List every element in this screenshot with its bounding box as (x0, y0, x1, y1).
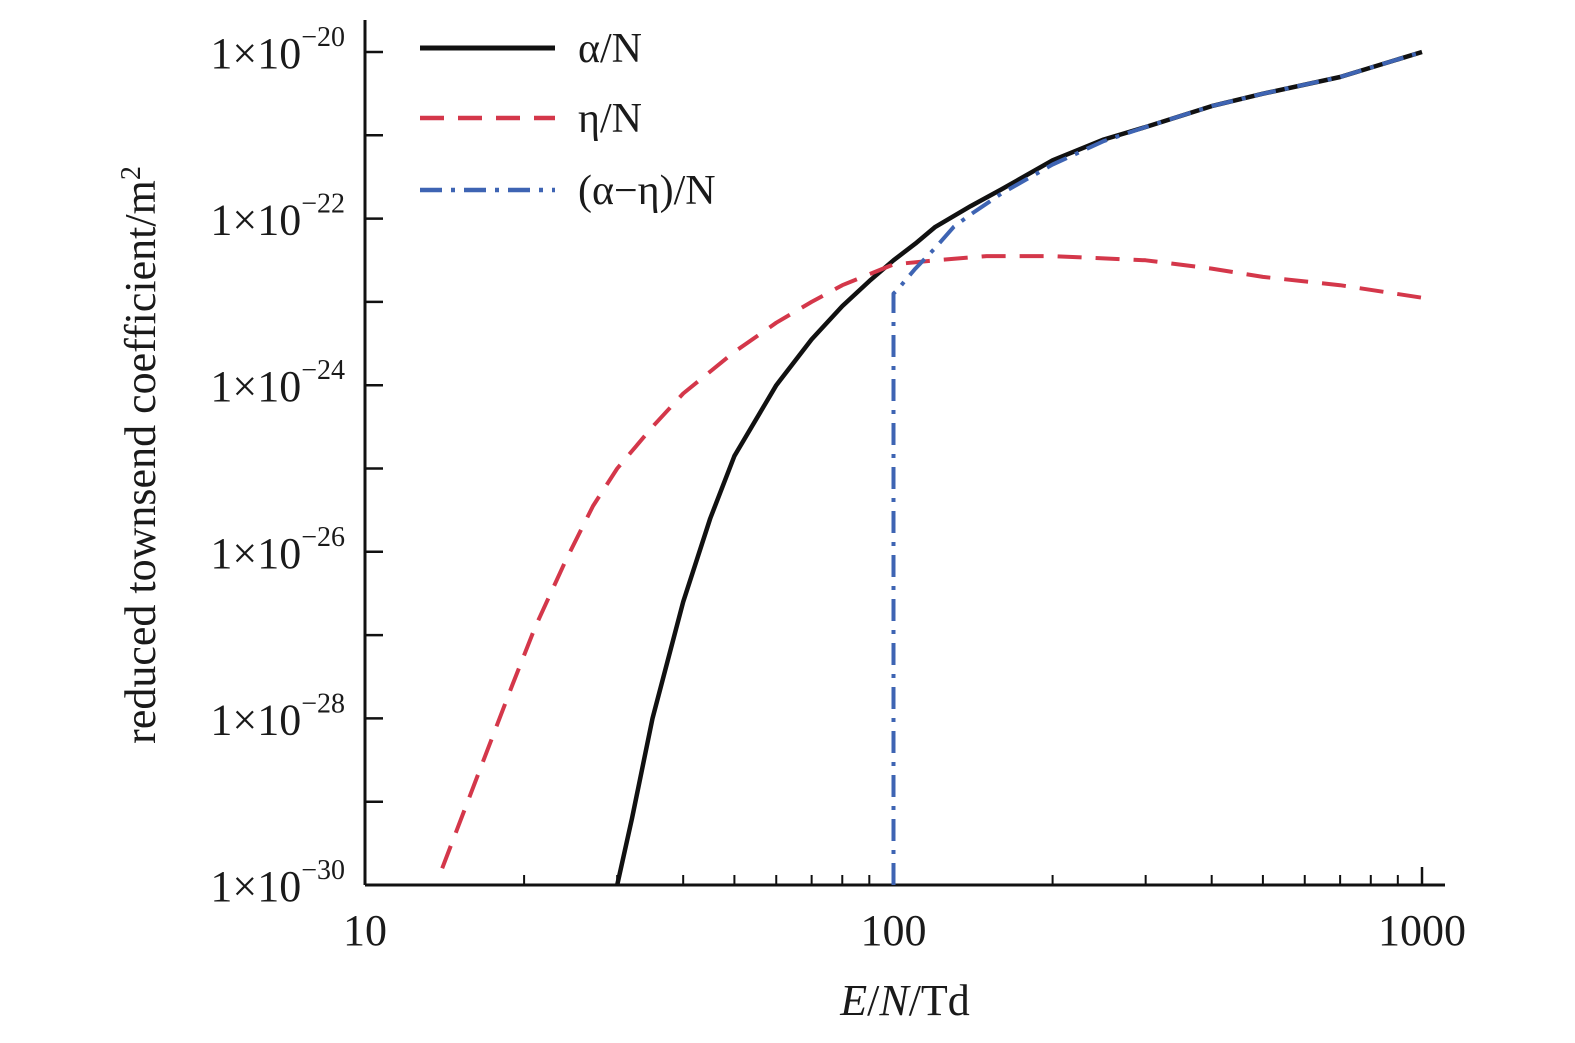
legend-label-3: (α−η)/N (578, 168, 716, 214)
series-line-3 (891, 50, 1423, 885)
y-tick-exponent: −30 (301, 855, 345, 886)
x-axis-label-slash: / (867, 976, 880, 1025)
x-axis-label-n: N (878, 976, 911, 1025)
y-tick-base: 1×10 (210, 695, 301, 744)
y-tick-exponent: −22 (301, 189, 345, 220)
y-tick-base: 1×10 (210, 362, 301, 411)
x-axis-label: E/N/Td (839, 976, 970, 1025)
y-axis-label: reduced townsend coefficient/m2 (116, 166, 166, 744)
y-tick-label: 1×10−22 (210, 189, 345, 245)
y-tick-base: 1×10 (210, 196, 301, 245)
y-tick-label: 1×10−26 (210, 522, 345, 578)
y-tick-exponent: −24 (301, 355, 345, 386)
y-tick-label: 1×10−20 (210, 22, 345, 78)
y-tick-label: 1×10−24 (210, 355, 345, 411)
y-axis-label-superscript: 2 (116, 166, 147, 180)
x-axis-ticks: 10 100 1000 (343, 867, 1466, 955)
y-axis-label-text: reduced townsend coefficient/m (116, 180, 165, 744)
y-tick-exponent: −20 (301, 22, 345, 53)
series-line-1 (615, 49, 1423, 886)
axes (363, 20, 1445, 887)
series-layer (440, 49, 1423, 886)
legend-label-2: η/N (578, 96, 642, 142)
y-tick-base: 1×10 (210, 529, 301, 578)
x-tick-label: 1000 (1378, 906, 1466, 955)
y-tick-exponent: −26 (301, 522, 345, 553)
y-tick-base: 1×10 (210, 29, 301, 78)
y-tick-label: 1×10−30 (210, 855, 345, 911)
y-tick-exponent: −28 (301, 688, 345, 719)
legend: α/N η/N (α−η)/N (420, 26, 716, 214)
y-tick-label: 1×10−28 (210, 688, 345, 744)
series-line-2 (440, 254, 1423, 870)
x-tick-label: 10 (343, 906, 387, 955)
x-axis-label-e: E (839, 976, 867, 1025)
y-axis-ticks: 1×10−301×10−281×10−261×10−241×10−221×10−… (210, 22, 383, 911)
x-tick-label: 100 (861, 906, 927, 955)
x-axis-label-unit: /Td (909, 976, 970, 1025)
y-tick-base: 1×10 (210, 862, 301, 911)
legend-label-1: α/N (578, 26, 642, 72)
